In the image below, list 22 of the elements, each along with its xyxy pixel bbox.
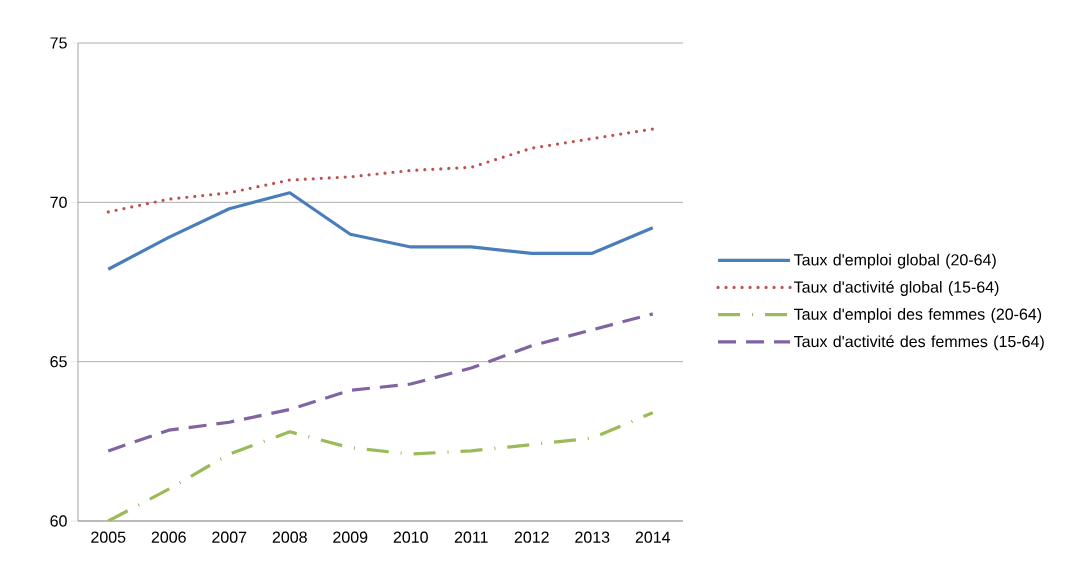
y-tick-label: 65 — [50, 356, 67, 368]
legend-label: Taux d'activité des femmes (15-64) — [794, 335, 1044, 351]
legend-label: Taux d'emploi global (20-64) — [794, 253, 996, 269]
x-tick-label: 2014 — [635, 531, 671, 543]
x-tick-label: 2012 — [514, 531, 549, 543]
line-series — [106, 312, 655, 453]
y-tick-label: 60 — [50, 515, 67, 527]
x-tick-label: 2013 — [575, 531, 610, 543]
line-series — [106, 191, 655, 271]
x-tick-label: 2007 — [212, 531, 247, 543]
x-tick-label: 2008 — [272, 531, 307, 543]
line-series — [106, 127, 655, 214]
x-tick-label: 2010 — [393, 531, 428, 543]
x-tick-label: 2011 — [454, 531, 488, 543]
x-tick-label: 2005 — [91, 531, 126, 543]
line-series — [106, 411, 655, 521]
y-tick-label: 75 — [50, 37, 67, 49]
legend-label: Taux d'activité global (15-64) — [794, 280, 999, 296]
y-tick-label: 70 — [50, 196, 67, 208]
x-tick-label: 2009 — [333, 531, 368, 543]
legend-label: Taux d'emploi des femmes (20-64) — [794, 308, 1042, 324]
x-tick-label: 2006 — [151, 531, 186, 543]
